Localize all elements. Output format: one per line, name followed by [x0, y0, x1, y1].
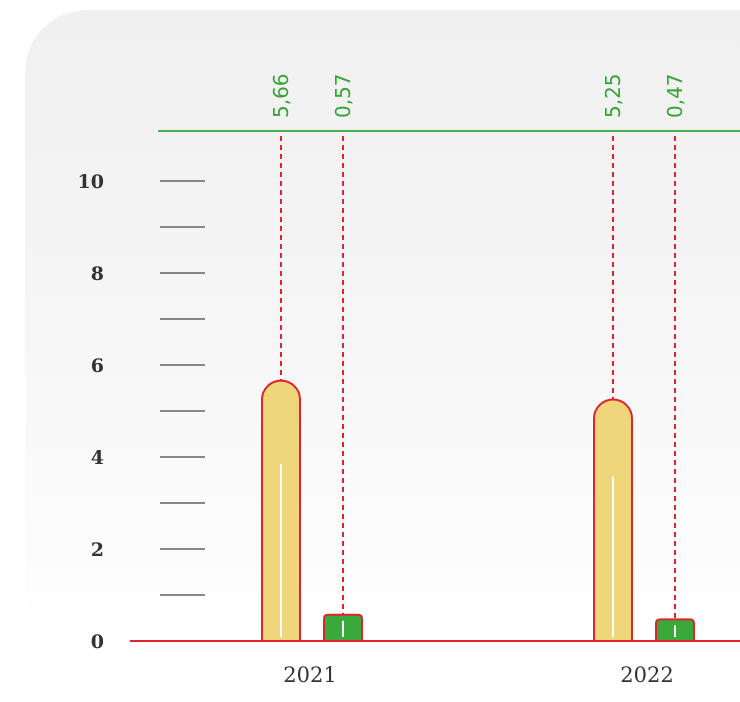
y-tick-label: 8 [91, 263, 104, 285]
y-tick-marks [160, 180, 205, 642]
value-guides [280, 136, 676, 620]
data-label: 0,57 [331, 73, 355, 118]
data-label: 0,47 [663, 73, 687, 118]
y-tick-label: 2 [91, 539, 104, 561]
y-tick-label: 10 [78, 171, 104, 193]
data-label: 5,25 [601, 73, 625, 118]
y-tick-label: 6 [91, 355, 104, 377]
x-tick-label: 2021 [283, 663, 336, 687]
y-tick-label: 0 [91, 631, 104, 653]
x-axis-labels: 2021 2022 [283, 663, 673, 687]
y-tick-label: 4 [91, 447, 104, 469]
data-label: 5,66 [269, 73, 293, 118]
y-axis-labels: 0 2 4 6 8 10 [78, 171, 104, 653]
value-labels: 5,66 0,57 5,25 0,47 [269, 73, 687, 118]
x-tick-label: 2022 [620, 663, 673, 687]
bars [261, 379, 695, 642]
